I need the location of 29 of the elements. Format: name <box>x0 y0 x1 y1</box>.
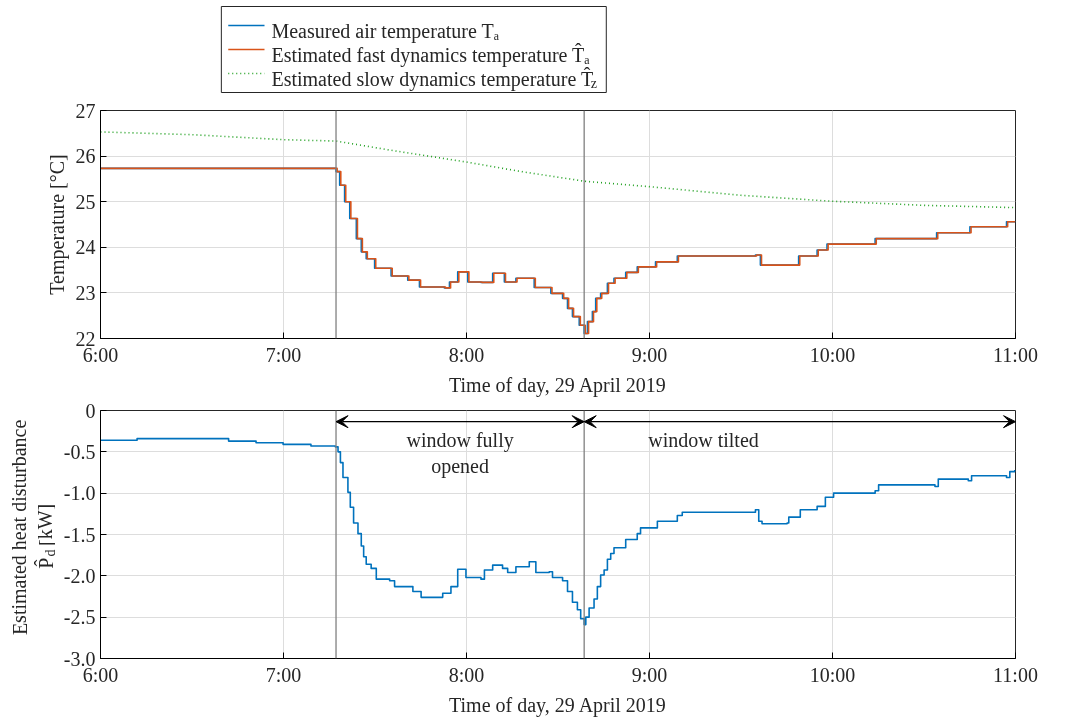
legend-label: Estimated fast dynamics temperature T̂ₐ <box>271 42 591 67</box>
x-tick-label: 8:00 <box>448 663 485 686</box>
x-tick-label: 7:00 <box>265 343 302 366</box>
x-tick-label: 9:00 <box>631 663 668 686</box>
y-tick-label: -2.0 <box>63 564 96 587</box>
x-tick-label: 8:00 <box>448 343 485 366</box>
y-tick-label: -2.5 <box>63 606 96 629</box>
y-tick-label: -0.5 <box>63 440 96 463</box>
y-tick-label: 23 <box>75 281 96 304</box>
y-tick-label: -1.0 <box>63 482 96 505</box>
y-tick-label: 0 <box>85 399 96 422</box>
y-tick-label: 27 <box>75 99 96 122</box>
annotation: window fully opened <box>406 429 514 479</box>
x-tick-label: 11:00 <box>993 343 1038 366</box>
y-tick-label: -1.5 <box>63 523 96 546</box>
y-tick-label: 26 <box>75 145 96 168</box>
legend-label: Measured air temperature Tₐ <box>271 19 500 43</box>
y-axis-title: Temperature [°C] <box>45 154 69 295</box>
x-tick-label: 9:00 <box>631 343 668 366</box>
x-axis-title: Time of day, 29 April 2019 <box>449 693 666 717</box>
x-axis-title: Time of day, 29 April 2019 <box>449 373 666 397</box>
y-tick-label: 25 <box>75 190 96 213</box>
x-tick-label: 11:00 <box>993 663 1038 686</box>
x-tick-label: 10:00 <box>809 343 856 366</box>
annotation: window tilted <box>648 429 759 452</box>
x-tick-label: 7:00 <box>265 663 302 686</box>
line-series <box>100 131 1016 209</box>
y-tick-label: 24 <box>75 236 96 259</box>
x-tick-label: 10:00 <box>809 663 856 686</box>
